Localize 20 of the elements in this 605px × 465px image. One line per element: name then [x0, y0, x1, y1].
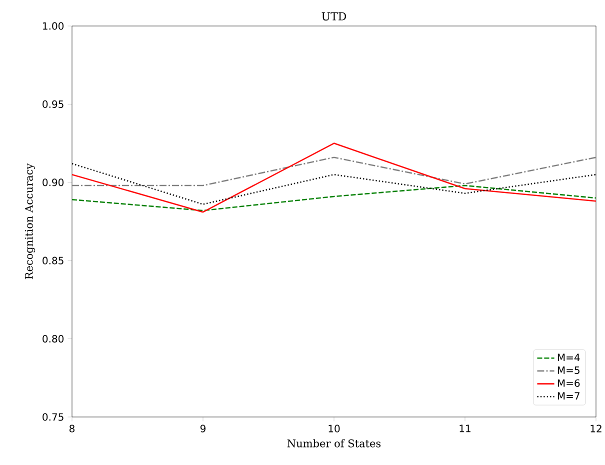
x-tick-label: 8 [70, 424, 74, 432]
x-tick-label: 10 [328, 424, 340, 432]
y-tick-label: 0.90 [42, 178, 64, 186]
y-tick-label: 0.80 [42, 334, 64, 343]
chart-title: UTD [322, 12, 346, 20]
legend-label: M=5 [558, 366, 580, 374]
legend-label: M=4 [558, 354, 580, 362]
legend-label: M=7 [558, 392, 580, 400]
y-tick-label: 0.85 [42, 256, 64, 264]
line-series [72, 142, 596, 213]
y-tick-label: 0.95 [42, 100, 64, 108]
x-tick-label: 11 [460, 424, 470, 432]
line-series [72, 184, 596, 212]
legend-label: M=6 [558, 379, 580, 387]
x-tick-label: 9 [200, 424, 206, 432]
y-axis-title: Recognition Accuracy [25, 163, 36, 280]
y-tick-label: 1.00 [43, 22, 64, 30]
x-tick-label: 12 [590, 424, 602, 432]
y-tick-label: 0.75 [42, 413, 64, 421]
x-axis-title: Number of States [287, 439, 381, 448]
